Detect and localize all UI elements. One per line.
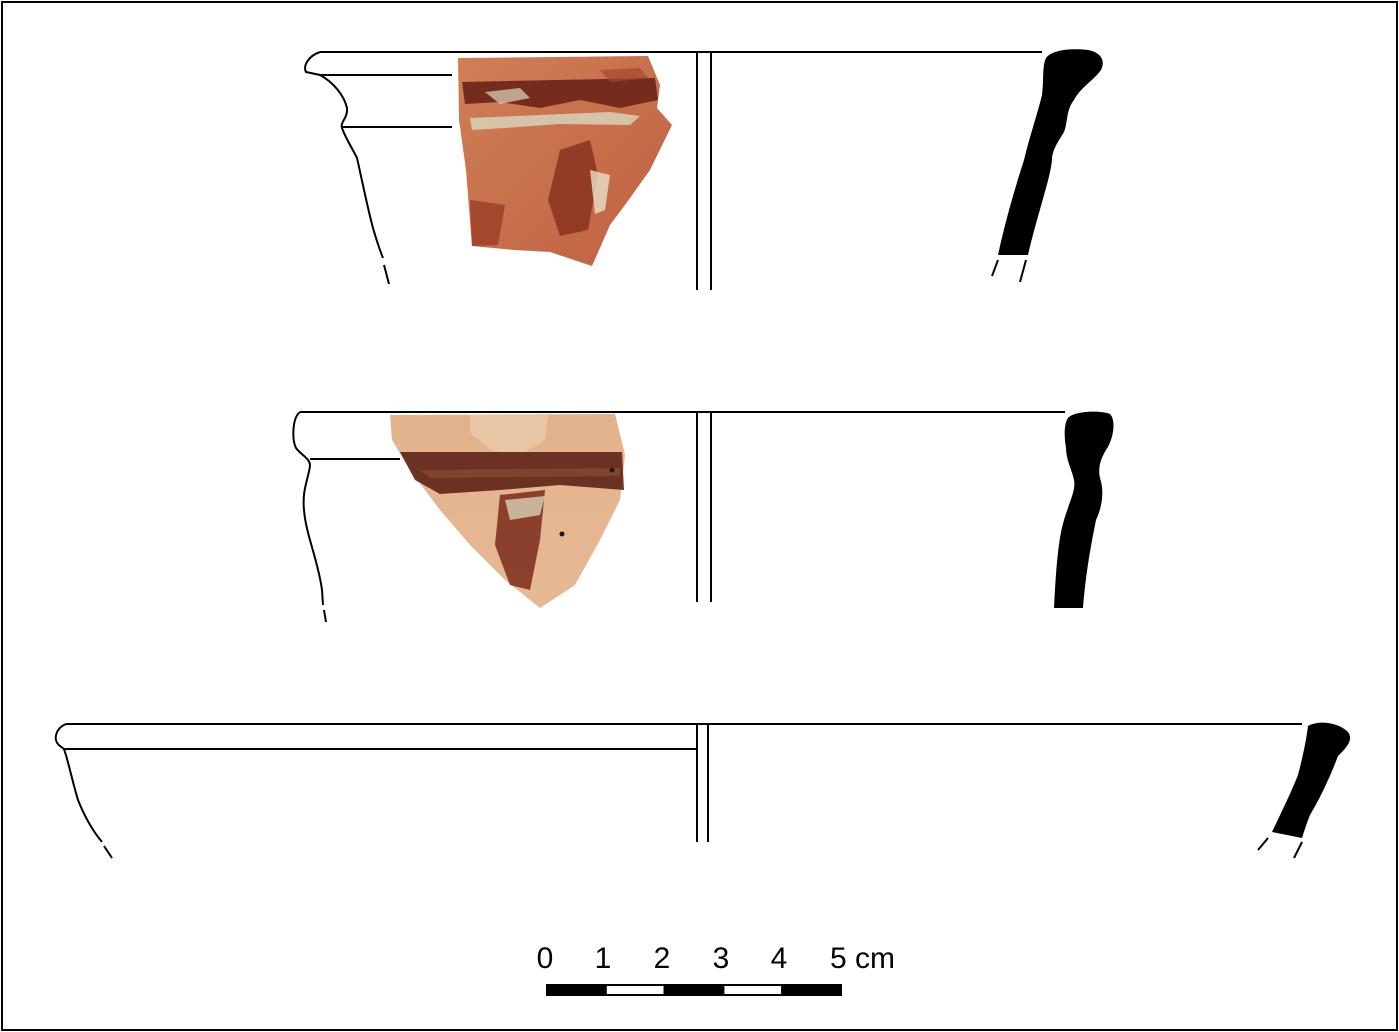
vessel-1-profile-break: [383, 264, 390, 285]
vessel-2-sherd-photo: [390, 414, 625, 608]
vessel-2-drawing: [292, 411, 1065, 623]
vessel-3-section-break-right: [1293, 841, 1303, 859]
vessel-1-sherd-photo: [458, 56, 672, 266]
scale-label-5cm: 5 cm: [830, 942, 895, 975]
vessel-3-profile-outline: [54, 723, 103, 843]
vessel-1-drawing: [304, 51, 1042, 290]
scale-bar-segment-1: [604, 984, 666, 996]
scale-label-1: 1: [595, 942, 612, 975]
scale-bar-segments: [546, 984, 843, 996]
scale-bar: 0 1 2 3 4 5 cm: [537, 942, 895, 996]
vessel-1-section: [991, 49, 1103, 283]
scale-bar-segment-3: [722, 984, 784, 996]
vessel-3-section: [1257, 722, 1351, 859]
scale-label-3: 3: [713, 942, 730, 975]
vessel-3-section-break-left: [1257, 837, 1269, 851]
vessel-1-profile-outline: [304, 51, 384, 259]
scale-bar-segment-2: [663, 984, 725, 996]
scale-label-0: 0: [537, 942, 554, 975]
vessel-1-section-break-left: [991, 259, 999, 277]
scale-bar-segment-4: [781, 984, 843, 996]
vessel-2-profile-break: [323, 609, 327, 623]
vessel-1-section-break-right: [1019, 259, 1027, 283]
vessel-3-drawing: [54, 723, 1302, 859]
scale-label-4: 4: [771, 942, 788, 975]
vessel-1-section-fill: [998, 49, 1103, 255]
vessel-2-section: [1054, 411, 1114, 608]
vessel-2-section-fill: [1054, 411, 1114, 608]
scale-bar-segment-0: [546, 984, 607, 996]
scale-label-2: 2: [654, 942, 671, 975]
vessel-2-profile-outline: [292, 411, 324, 606]
vessel-3-section-fill: [1272, 722, 1351, 838]
vessel-3-profile-break: [103, 845, 113, 859]
